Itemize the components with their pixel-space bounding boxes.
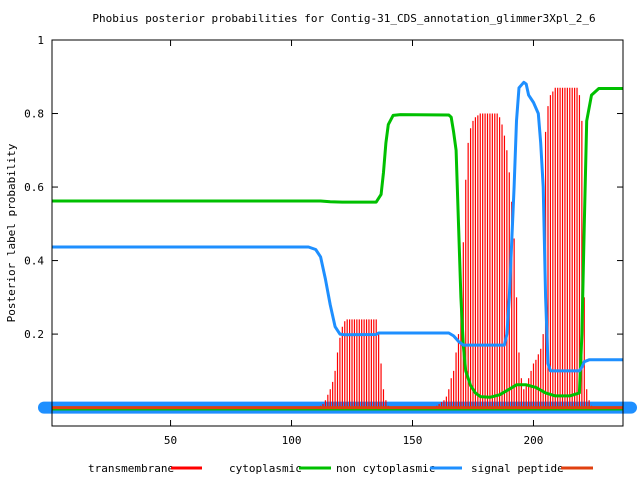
y-tick-label: 0.8	[24, 108, 44, 121]
legend-label: cytoplasmic	[229, 462, 302, 475]
series-line-cytoplasmic	[52, 87, 623, 399]
y-axis-label: Posterior label probability	[5, 143, 18, 322]
x-tick-label: 50	[164, 434, 177, 447]
legend-label: signal peptide	[471, 462, 564, 475]
series-layer	[38, 80, 637, 414]
x-tick-label: 200	[524, 434, 544, 447]
x-tick-label: 100	[282, 434, 302, 447]
series-line-non-cytoplasmic	[52, 80, 623, 373]
legend-label: transmembrane	[88, 462, 174, 475]
y-tick-label: 0.2	[24, 328, 44, 341]
tick-marks	[52, 40, 623, 426]
x-tick-labels: 50 100 150 200	[164, 434, 543, 447]
y-tick-labels: 0.2 0.4 0.6 0.8 1	[24, 34, 44, 341]
legend: transmembrane cytoplasmic non cytoplasmic s…	[88, 462, 593, 475]
y-tick-label: 0.4	[24, 255, 44, 268]
legend-label: non cytoplasmic	[336, 462, 435, 475]
chart-title: Phobius posterior probabilities for Cont…	[92, 12, 595, 25]
x-tick-label: 150	[403, 434, 423, 447]
plot-border	[51, 39, 624, 427]
y-tick-label-top: 1	[37, 34, 44, 47]
y-tick-label: 0.6	[24, 181, 44, 194]
